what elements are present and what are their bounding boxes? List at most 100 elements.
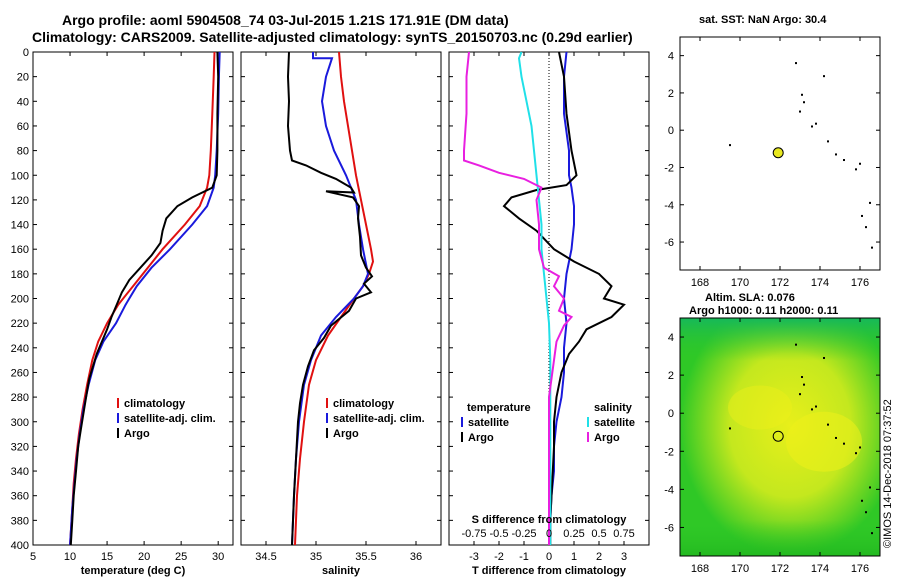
sla_map-ytick-label: 2 <box>668 370 674 382</box>
salinity-xtick-label: 35.5 <box>355 551 376 563</box>
depth-tick-label: 320 <box>11 441 29 453</box>
salinity-frame <box>240 51 442 546</box>
sla_map-island <box>799 393 801 396</box>
sst_map-island <box>801 93 803 96</box>
sla_map-xtick-label: 176 <box>851 563 869 575</box>
sla_map-ytick-label: 0 <box>668 408 674 420</box>
sla_map-island <box>815 405 817 408</box>
difference-stick-label: -0.75 <box>461 528 486 540</box>
difference-legend-label: Argo <box>468 432 494 444</box>
salinity-xlabel: salinity <box>322 565 361 577</box>
salinity-panel <box>240 51 442 546</box>
difference-xtick-label: 0 <box>546 551 552 563</box>
temperature-legend-label: Argo <box>124 428 150 440</box>
depth-tick-label: 200 <box>11 294 29 306</box>
sla_map-island <box>859 446 861 449</box>
difference-series-line <box>502 51 626 545</box>
sst_map-island <box>815 122 817 125</box>
difference-series-line <box>517 51 552 545</box>
sla_map-island <box>855 452 857 455</box>
temperature-xtick-label: 15 <box>101 551 113 563</box>
sst_map-ytick-label: 0 <box>668 125 674 137</box>
temperature-xlabel: temperature (deg C) <box>81 565 186 577</box>
sla_map-island <box>865 511 867 514</box>
sst_map-ytick-label: -6 <box>664 237 674 249</box>
sla_map-island <box>869 486 871 489</box>
temperature-xtick-label: 10 <box>64 551 76 563</box>
difference-xtick-label: -1 <box>519 551 529 563</box>
sla_map-xtick-label: 172 <box>771 563 789 575</box>
sst_map-xtick-label: 176 <box>851 277 869 289</box>
sla_map-island <box>835 436 837 439</box>
sst_map-ytick-label: 2 <box>668 88 674 100</box>
sla_map-ytick-label: -2 <box>664 446 674 458</box>
difference-panel <box>448 51 650 546</box>
depth-tick-label: 300 <box>11 417 29 429</box>
sst_map-island <box>865 226 867 229</box>
title-line-2: Climatology: CARS2009. Satellite-adjuste… <box>32 29 633 45</box>
sst_map-ytick-label: -2 <box>664 162 674 174</box>
sst-map-title: sat. SST: NaN Argo: 30.4 <box>699 14 827 26</box>
temperature-legend-label: climatology <box>124 398 186 410</box>
temperature-xtick-label: 30 <box>212 551 224 563</box>
sla_map-panel <box>679 317 881 557</box>
salinity-xtick-label: 36 <box>410 551 422 563</box>
difference-stick-label: -0.5 <box>490 528 509 540</box>
sla_map-xtick-label: 168 <box>691 563 709 575</box>
depth-tick-label: 180 <box>11 269 29 281</box>
depth-tick-label: 0 <box>23 47 29 59</box>
temperature-xtick-label: 25 <box>175 551 187 563</box>
difference-xtick-label: 1 <box>571 551 577 563</box>
salinity-legend-label: Argo <box>333 428 359 440</box>
sst_map-island <box>729 144 731 147</box>
sla_map-island <box>729 427 731 430</box>
difference-legend-label: satellite <box>468 417 509 429</box>
difference-stick-label: 0.75 <box>613 528 634 540</box>
salinity-series-line <box>291 52 370 546</box>
temperature-series-line <box>69 51 220 546</box>
salinity-legend-label: climatology <box>333 398 395 410</box>
sst_map-island <box>861 214 863 217</box>
sst_map-ytick-label: 4 <box>668 51 674 63</box>
sst_map-island <box>811 125 813 128</box>
difference-legend-right-title: salinity <box>594 402 633 414</box>
sla_map-island <box>801 376 803 379</box>
salinity-xtick-label: 35 <box>310 551 322 563</box>
sla_map-ytick-label: -4 <box>664 484 674 496</box>
sla_map-island <box>861 499 863 502</box>
sla-heatmap-edge <box>680 318 880 556</box>
sst_map-island <box>827 140 829 143</box>
depth-tick-label: 80 <box>17 146 29 158</box>
difference-stick-label: -0.25 <box>511 528 536 540</box>
sla_map-xtick-label: 170 <box>731 563 749 575</box>
difference-legend-left-title: temperature <box>467 402 531 414</box>
difference-xlabel2: S difference from climatology <box>472 514 628 526</box>
sst_map-panel <box>679 36 881 271</box>
difference-series-line <box>463 51 574 545</box>
sst_map-island <box>843 159 845 162</box>
sla-map-title: Altim. SLA: 0.076 <box>705 292 795 304</box>
sla_map-island <box>803 383 805 386</box>
sla_map-island <box>795 343 797 346</box>
sst_map-island <box>803 101 805 104</box>
sla_map-argo-marker <box>772 430 784 442</box>
sst_map-island <box>859 162 861 165</box>
title-line-1: Argo profile: aoml 5904508_74 03-Jul-201… <box>62 12 509 28</box>
sla_map-island <box>823 356 825 359</box>
sst_map-xtick-label: 170 <box>731 277 749 289</box>
depth-tick-label: 20 <box>17 72 29 84</box>
depth-tick-label: 240 <box>11 343 29 355</box>
sst_map-island <box>855 168 857 171</box>
salinity-xtick-label: 34.5 <box>255 551 276 563</box>
sst_map-island <box>835 153 837 156</box>
difference-stick-label: 0 <box>546 528 552 540</box>
temperature-panel <box>32 51 234 546</box>
difference-legend-label: Argo <box>594 432 620 444</box>
depth-tick-label: 280 <box>11 392 29 404</box>
sla_map-xtick-label: 174 <box>811 563 829 575</box>
sla_map-island <box>871 532 873 535</box>
depth-tick-label: 60 <box>17 121 29 133</box>
temperature-frame <box>32 51 234 546</box>
depth-tick-label: 40 <box>17 96 29 108</box>
difference-xtick-label: -3 <box>469 551 479 563</box>
